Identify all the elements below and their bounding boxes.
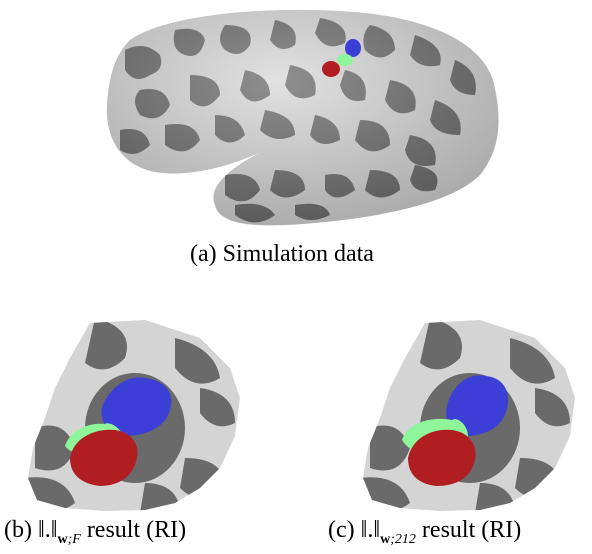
- caption-a: (a) Simulation data: [190, 240, 374, 268]
- patch-texture-b: [28, 320, 240, 511]
- result-c-image: [363, 320, 575, 511]
- norm-symbol: ‖.‖: [360, 517, 381, 543]
- norm-subscript-rest: ;F: [67, 532, 81, 547]
- green-region: [337, 54, 353, 66]
- patch-texture-c: [363, 320, 575, 511]
- cortex-texture: [106, 9, 499, 226]
- norm-subscript-rest: ;212: [390, 532, 416, 547]
- norm-subscript: w;F: [57, 532, 80, 547]
- caption-c: (c) ‖.‖w;212 result (RI): [328, 516, 521, 554]
- caption-a-label: (a): [190, 241, 217, 267]
- caption-c-label: (c): [328, 517, 355, 543]
- norm-subscript-bold: w: [57, 532, 68, 547]
- caption-a-text: Simulation data: [222, 241, 374, 267]
- activation-regions: [322, 39, 361, 77]
- blue-region: [345, 39, 361, 57]
- brain-surface-image: [106, 9, 499, 226]
- norm-subscript-bold: w: [380, 532, 391, 547]
- caption-b-label: (b): [4, 517, 32, 543]
- caption-b-text: result (RI): [86, 517, 187, 543]
- caption-c-text: result (RI): [421, 517, 522, 543]
- red-region: [322, 61, 340, 77]
- caption-b: (b) ‖.‖w;F result (RI): [4, 516, 186, 554]
- norm-subscript: w;212: [380, 532, 416, 547]
- result-b-image: [28, 320, 240, 511]
- norm-symbol: ‖.‖: [37, 517, 58, 543]
